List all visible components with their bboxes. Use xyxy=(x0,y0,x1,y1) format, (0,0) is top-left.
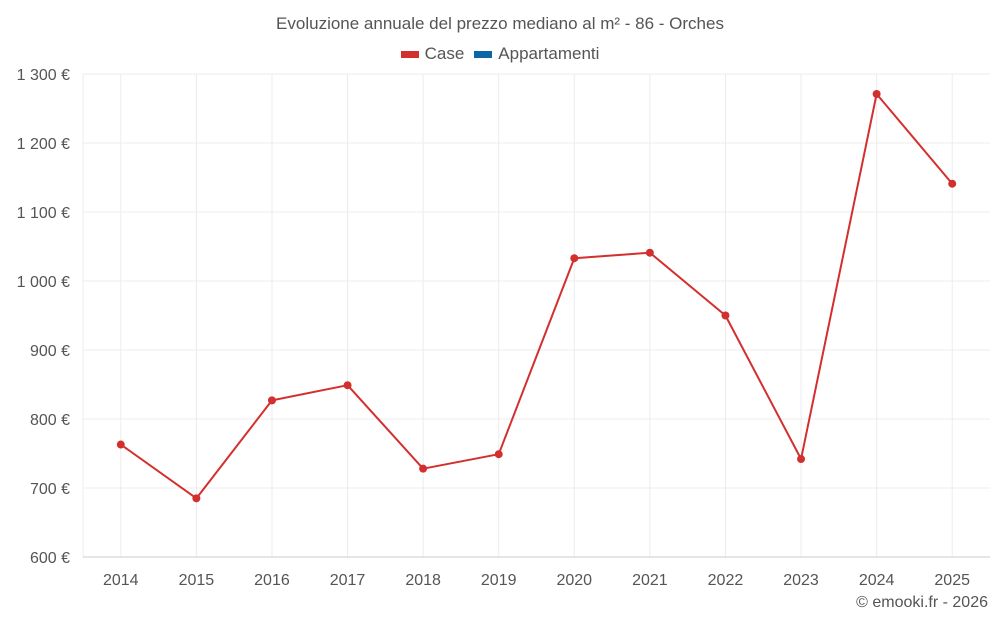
legend-item-case[interactable]: Case xyxy=(400,44,465,64)
y-tick-label: 1 300 € xyxy=(17,67,70,84)
data-point xyxy=(797,455,806,464)
legend: Case Appartamenti xyxy=(0,44,1000,64)
data-point xyxy=(419,464,428,473)
y-tick-label: 700 € xyxy=(30,481,70,498)
legend-item-appartamenti[interactable]: Appartamenti xyxy=(474,44,599,64)
data-point xyxy=(192,494,201,503)
y-tick-label: 1 100 € xyxy=(17,205,70,222)
x-tick-label: 2022 xyxy=(708,572,744,589)
x-tick-label: 2017 xyxy=(330,572,366,589)
data-point xyxy=(116,440,125,449)
x-tick-label: 2018 xyxy=(405,572,441,589)
x-tick-label: 2019 xyxy=(481,572,517,589)
legend-swatch-case xyxy=(400,50,419,58)
credit-text: © emooki.fr - 2026 xyxy=(856,594,988,611)
y-tick-label: 600 € xyxy=(30,550,70,567)
legend-label-appartamenti: Appartamenti xyxy=(498,44,600,63)
x-tick-label: 2021 xyxy=(632,572,668,589)
x-tick-label: 2025 xyxy=(934,572,970,589)
y-tick-label: 800 € xyxy=(30,412,70,429)
x-tick-label: 2014 xyxy=(103,572,139,589)
x-tick-label: 2020 xyxy=(556,572,592,589)
data-point xyxy=(570,254,579,263)
x-tick-label: 2024 xyxy=(859,572,895,589)
series-line xyxy=(120,93,953,500)
data-point xyxy=(872,90,881,99)
x-tick-label: 2023 xyxy=(783,572,819,589)
data-point xyxy=(645,248,654,257)
data-point xyxy=(494,450,503,459)
x-tick-label: 2016 xyxy=(254,572,290,589)
y-tick-label: 1 000 € xyxy=(17,274,70,291)
data-point xyxy=(267,396,276,405)
legend-label-case: Case xyxy=(424,44,465,63)
legend-swatch-appartamenti xyxy=(474,50,493,58)
data-point xyxy=(948,179,957,188)
data-point xyxy=(343,381,352,390)
x-tick-label: 2015 xyxy=(179,572,215,589)
y-tick-label: 900 € xyxy=(30,343,70,360)
y-tick-label: 1 200 € xyxy=(17,136,70,153)
data-point xyxy=(721,311,730,320)
chart-title: Evoluzione annuale del prezzo mediano al… xyxy=(276,14,724,33)
